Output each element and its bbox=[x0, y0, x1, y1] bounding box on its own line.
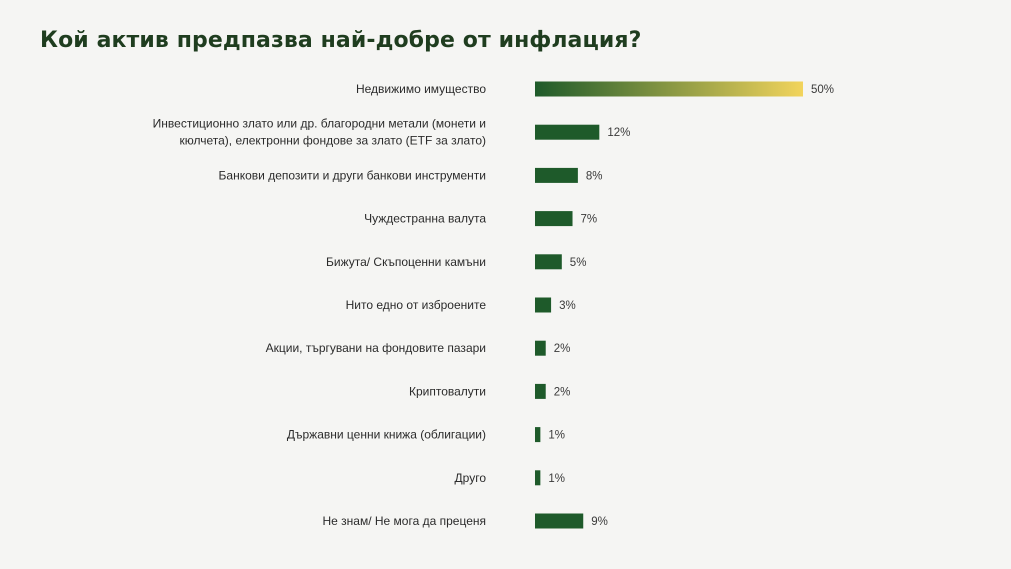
category-label: Нито едно от изброените bbox=[346, 298, 487, 312]
category-label: Не знам/ Не мога да преценя bbox=[322, 514, 486, 528]
bar bbox=[535, 470, 541, 486]
value-label: 8% bbox=[586, 170, 603, 182]
bar bbox=[535, 167, 578, 183]
value-label: 12% bbox=[607, 127, 630, 139]
category-label: Банкови депозити и други банкови инструм… bbox=[219, 168, 486, 182]
value-label: 2% bbox=[554, 343, 571, 355]
bar bbox=[535, 340, 546, 356]
category-label: Държавни ценни книжа (облигации) bbox=[287, 428, 486, 442]
category-label: Инвестиционно злато или др. благородни м… bbox=[153, 117, 486, 148]
bar bbox=[535, 254, 562, 270]
category-label: Акции, търгувани на фондовите пазари bbox=[266, 341, 486, 355]
category-label: Недвижимо имущество bbox=[356, 82, 486, 96]
category-label: Друго bbox=[455, 471, 487, 485]
value-label: 5% bbox=[570, 257, 587, 269]
value-label: 1% bbox=[548, 473, 565, 485]
bar bbox=[535, 124, 600, 140]
category-label: Чуждестранна валута bbox=[364, 212, 486, 226]
chart-title: Кой актив предпазва най-добре от инфлаци… bbox=[40, 28, 642, 53]
value-label: 2% bbox=[554, 386, 571, 398]
bar bbox=[535, 81, 803, 97]
value-label: 9% bbox=[591, 516, 608, 528]
category-label: Криптовалути bbox=[409, 384, 486, 398]
value-label: 1% bbox=[548, 430, 565, 442]
category-label: Бижута/ Скъпоценни камъни bbox=[326, 255, 486, 269]
bar bbox=[535, 383, 546, 399]
bar bbox=[535, 211, 573, 227]
bars-group: Недвижимо имущество 50% Инвестиционно злат… bbox=[153, 81, 834, 529]
bar bbox=[535, 513, 584, 529]
bar bbox=[535, 427, 541, 443]
value-label: 7% bbox=[581, 214, 598, 226]
value-label: 50% bbox=[811, 84, 834, 96]
bar bbox=[535, 297, 552, 313]
value-label: 3% bbox=[559, 300, 576, 312]
